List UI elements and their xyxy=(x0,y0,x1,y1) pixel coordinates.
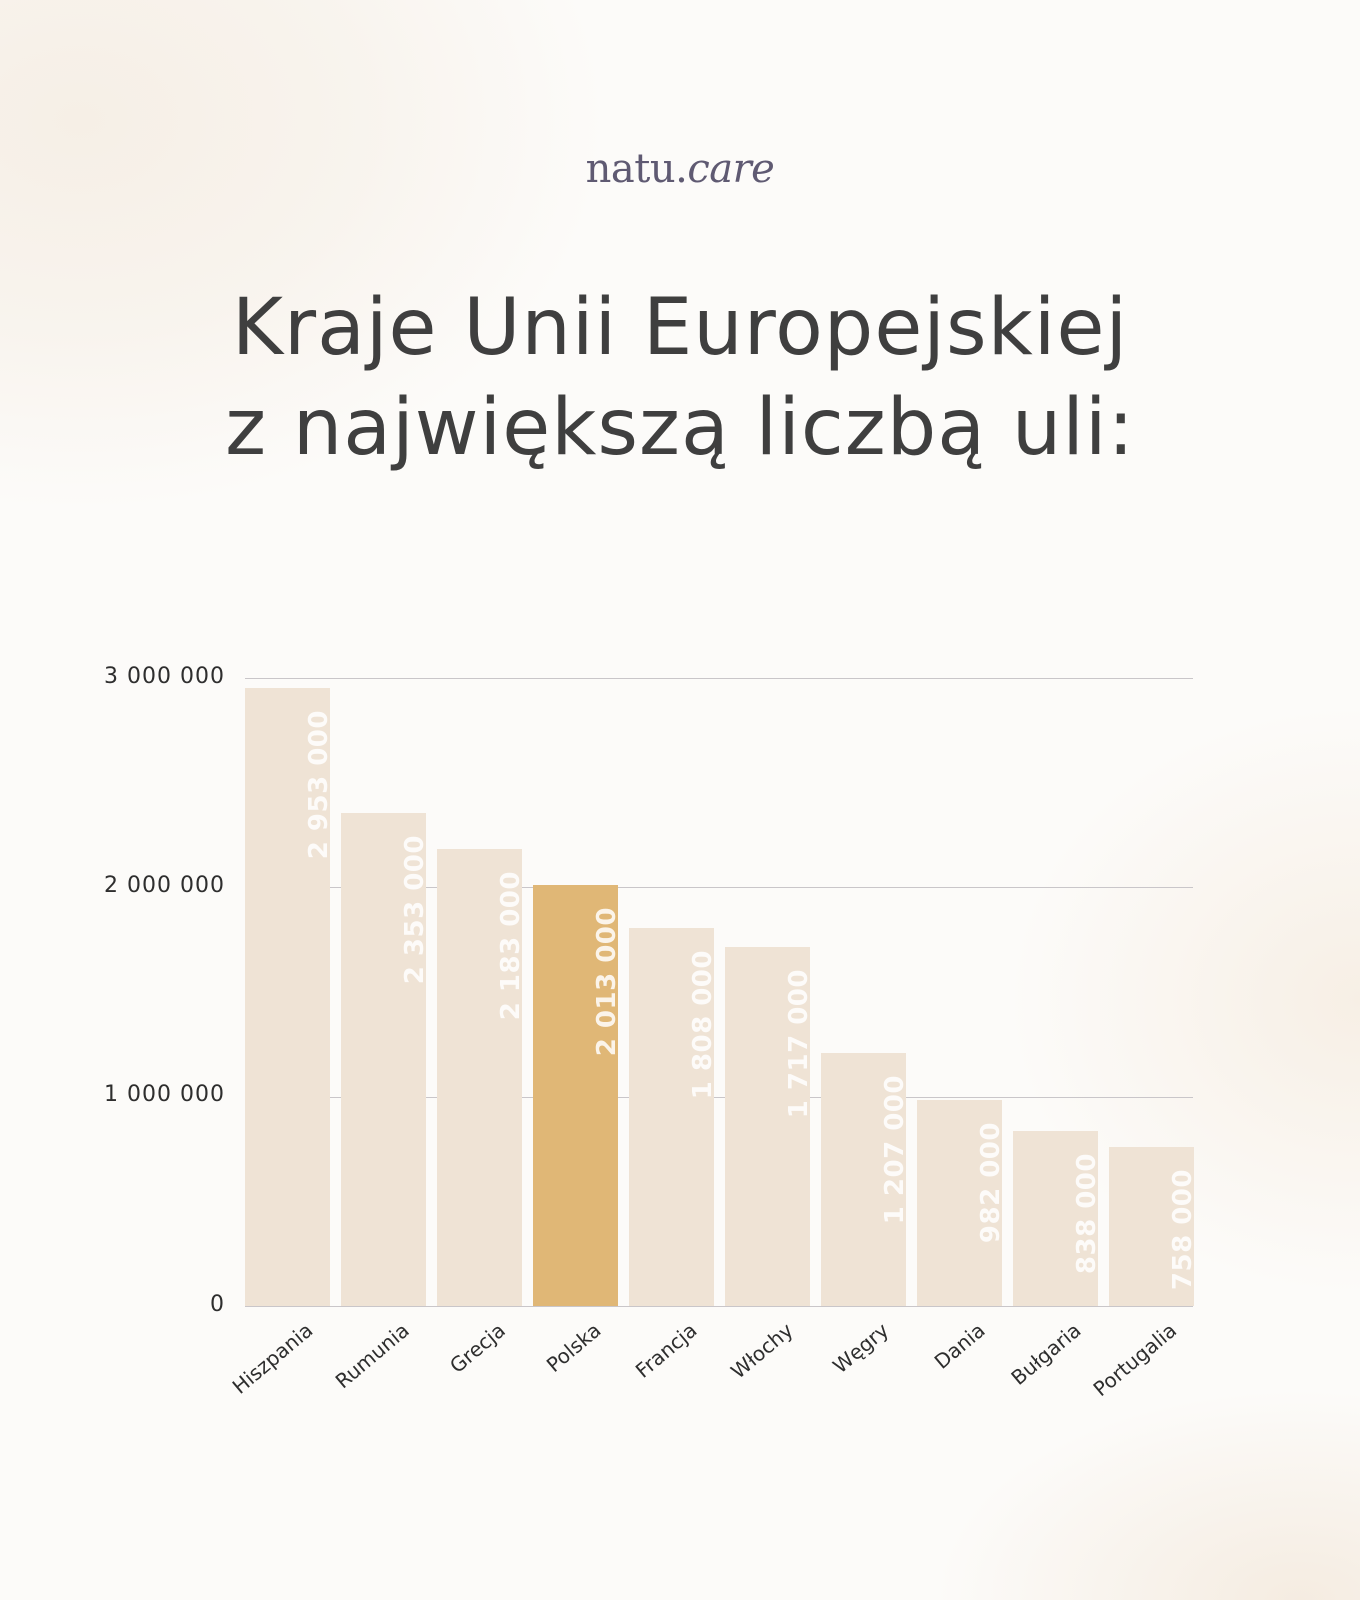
x-axis-label: Węgry xyxy=(827,1318,893,1379)
bar-value-label: 1 207 000 xyxy=(879,1075,910,1225)
bar-value-label: 982 000 xyxy=(975,1122,1006,1244)
bar-3: 2 013 000 xyxy=(533,885,622,1306)
bar-value-label: 1 808 000 xyxy=(687,950,718,1100)
gridline-0 xyxy=(245,1306,1193,1307)
gridline-1m xyxy=(245,1097,1193,1098)
bar-6: 1 207 000 xyxy=(821,1053,910,1306)
bar-value-label: 838 000 xyxy=(1071,1153,1102,1275)
x-axis-label: Hiszpania xyxy=(227,1318,317,1399)
bar-7: 982 000 xyxy=(917,1100,1006,1306)
chart-title: Kraje Unii Europejskiej z największą lic… xyxy=(0,278,1360,478)
logo-italic: care xyxy=(687,146,775,192)
bar-value-label: 2 953 000 xyxy=(303,710,334,860)
x-axis-label: Rumunia xyxy=(330,1318,414,1394)
title-line-1: Kraje Unii Europejskiej xyxy=(231,283,1129,373)
bar-2: 2 183 000 xyxy=(437,849,526,1306)
bar-8: 838 000 xyxy=(1013,1131,1102,1306)
bar-value-label: 758 000 xyxy=(1167,1169,1198,1291)
y-tick-2m: 2 000 000 xyxy=(104,873,225,898)
bar-value-label: 1 717 000 xyxy=(783,969,814,1119)
brand-logo: natu.care xyxy=(0,146,1360,192)
bar-value-label: 2 183 000 xyxy=(495,871,526,1021)
y-tick-3m: 3 000 000 xyxy=(104,664,225,689)
gridline-2m xyxy=(245,887,1193,888)
x-axis-label: Portugalia xyxy=(1088,1318,1181,1402)
logo-main: natu. xyxy=(585,146,688,192)
x-axis-label: Francja xyxy=(630,1318,701,1383)
x-axis-label: Grecja xyxy=(444,1318,510,1378)
bar-5: 1 717 000 xyxy=(725,947,814,1306)
bar-9: 758 000 xyxy=(1109,1147,1198,1306)
bar-value-label: 2 013 000 xyxy=(591,907,622,1057)
gridline-3m xyxy=(245,678,1193,679)
bar-1: 2 353 000 xyxy=(341,813,430,1306)
title-line-2: z największą liczbą uli: xyxy=(225,383,1135,473)
bar-0: 2 953 000 xyxy=(245,688,334,1306)
x-axis-label: Bułgaria xyxy=(1005,1318,1086,1390)
x-axis-label: Polska xyxy=(541,1318,605,1377)
y-tick-0: 0 xyxy=(210,1292,225,1317)
x-axis-label: Dania xyxy=(929,1318,990,1374)
bar-value-label: 2 353 000 xyxy=(399,835,430,985)
bar-4: 1 808 000 xyxy=(629,928,718,1306)
x-axis-label: Włochy xyxy=(725,1318,798,1384)
y-tick-1m: 1 000 000 xyxy=(104,1082,225,1107)
